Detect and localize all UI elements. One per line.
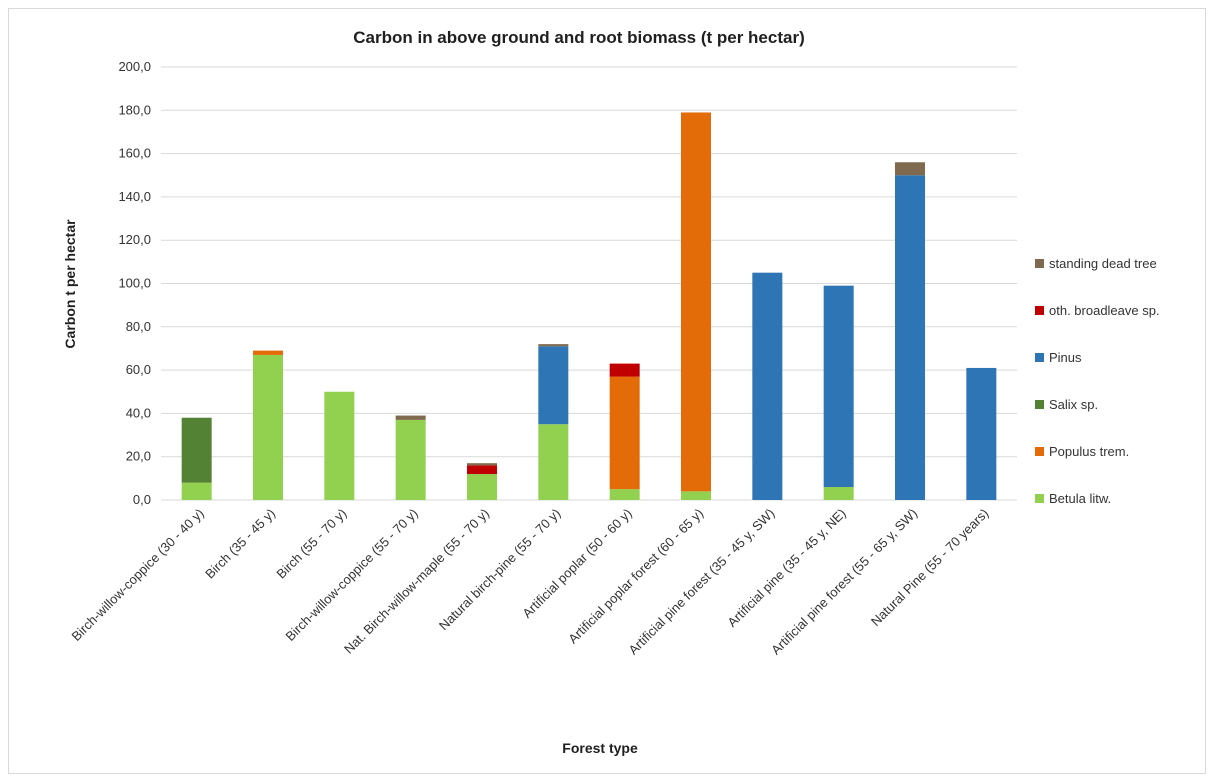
legend-swatch (1035, 306, 1044, 315)
bar-segment (609, 363, 640, 377)
bar-segment (609, 489, 640, 500)
legend-label: Salix sp. (1049, 397, 1098, 412)
bar-segment (181, 482, 212, 500)
legend-swatch (1035, 494, 1044, 503)
bar-segment (895, 175, 925, 500)
x-category-labels: Birch-willow-coppice (30 - 40 y)Birch (3… (68, 506, 991, 658)
y-tick-label: 60,0 (126, 362, 151, 377)
legend-swatch (1035, 353, 1044, 362)
bar-segment (181, 417, 212, 483)
bar-segment (752, 272, 783, 500)
y-tick-label: 20,0 (126, 449, 151, 464)
bar-segment (966, 367, 997, 500)
legend-label: Populus trem. (1049, 444, 1129, 459)
y-tick-label: 100,0 (118, 276, 151, 291)
y-axis-title: Carbon t per hectar (62, 219, 78, 349)
legend-swatch (1035, 400, 1044, 409)
bar-segment (538, 424, 569, 500)
chart-svg: Carbon in above ground and root biomass … (62, 28, 1160, 756)
y-tick-labels: 0,0 20,0 40,0 60,0 80,0 100,0 120,0 140,0 160,0 1… (118, 59, 151, 507)
y-tick-label: 200,0 (118, 59, 151, 74)
y-tick-label: 120,0 (118, 232, 151, 247)
bar-segment (681, 112, 711, 492)
bar-segment (324, 391, 355, 500)
x-category-label: Birch-willow-coppice (55 - 70 y) (282, 506, 420, 644)
x-category-label: Birch (55 - 70 y) (273, 506, 349, 582)
x-category-label: Artificial pine (35 - 45 y, NE) (724, 506, 848, 630)
grid-layer (161, 66, 1017, 501)
y-tick-label: 160,0 (118, 146, 151, 161)
legend-swatch (1035, 447, 1044, 456)
x-category-label: Natural birch-pine (55 - 70 y) (436, 506, 564, 634)
bar-segment (395, 415, 426, 420)
bar-segment (538, 346, 569, 425)
legend-label: oth. broadleave sp. (1049, 303, 1160, 318)
bars-layer (181, 112, 997, 500)
bar-segment (823, 285, 854, 488)
x-category-label: Birch-willow-coppice (30 - 40 y) (68, 506, 206, 644)
legend-label: Pinus (1049, 350, 1082, 365)
x-category-label: Artificial pine forest (55 - 65 y, SW) (768, 506, 920, 658)
x-category-label: Birch (35 - 45 y) (202, 506, 278, 582)
y-tick-label: 0,0 (133, 492, 151, 507)
bar-segment (538, 344, 569, 347)
legend-label: standing dead tree (1049, 256, 1157, 271)
bar-segment (681, 491, 711, 500)
bar-segment (253, 354, 283, 500)
legend-label: Betula litw. (1049, 491, 1111, 506)
bar-segment (467, 463, 497, 466)
bar-segment (895, 162, 925, 176)
x-category-label: Artificial poplar forest (60 - 65 y) (565, 506, 706, 647)
bar-segment (395, 419, 426, 500)
x-axis-title: Forest type (562, 740, 638, 756)
bar-segment (467, 474, 497, 500)
y-tick-label: 40,0 (126, 405, 151, 420)
legend: standing dead tree oth. broadleave sp. Pin… (1035, 256, 1160, 506)
legend-swatch (1035, 259, 1044, 268)
bar-segment (253, 350, 283, 355)
y-tick-label: 80,0 (126, 319, 151, 334)
bar-segment (823, 487, 854, 500)
chart-title: Carbon in above ground and root biomass … (353, 28, 805, 47)
chart-frame: Carbon in above ground and root biomass … (8, 8, 1206, 774)
x-category-label: Nat. Birch-willow-maple (55 - 70 y) (341, 506, 492, 657)
y-tick-label: 140,0 (118, 189, 151, 204)
bar-segment (609, 376, 640, 490)
x-category-label: Artificial pine forest (35 - 45 y, SW) (626, 506, 778, 658)
x-category-label: Natural Pine (55 - 70 years) (868, 506, 992, 630)
y-tick-label: 180,0 (118, 102, 151, 117)
bar-segment (467, 465, 497, 475)
